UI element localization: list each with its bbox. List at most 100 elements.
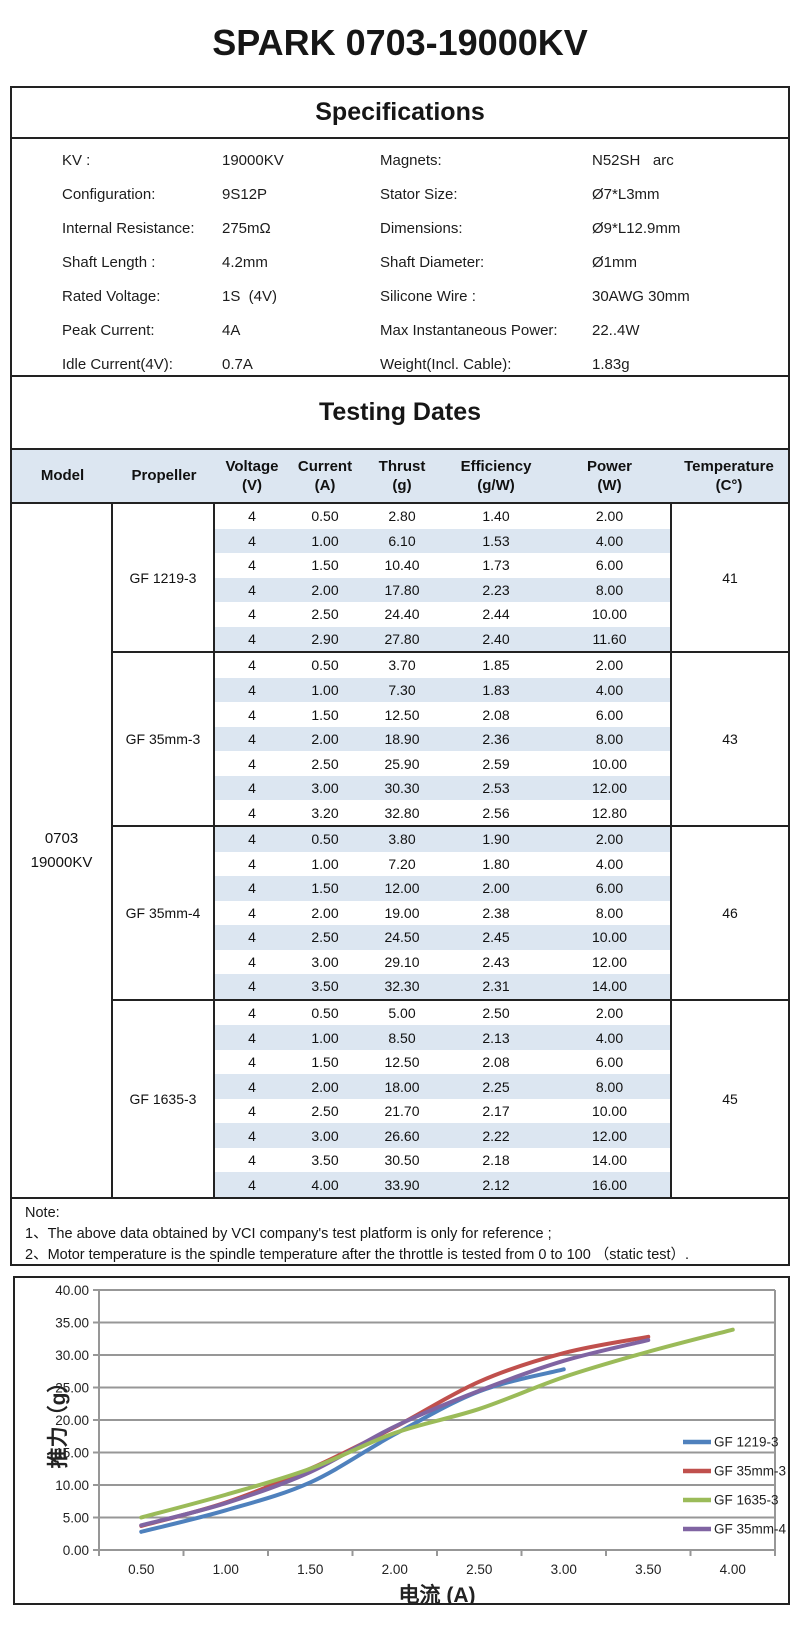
table-row: 4 3.50 30.50 2.18 14.00 <box>215 1148 670 1173</box>
table-cell: 8.00 <box>595 904 624 921</box>
spec-value: Ø9*L12.9mm <box>592 219 681 237</box>
table-cell: 29.10 <box>384 953 420 970</box>
note-line: 2、Motor temperature is the spindle tempe… <box>25 1247 690 1263</box>
table-cell: 4 <box>248 657 256 674</box>
table-row: 4 2.50 24.40 2.44 10.00 <box>215 602 670 627</box>
table-row: 4 2.00 18.90 2.36 8.00 <box>215 726 670 752</box>
table-row: 4 0.50 3.80 1.90 2.00 <box>215 826 670 852</box>
y-tick-label: 0.00 <box>63 1543 89 1558</box>
table-row: 4 1.00 6.10 1.53 4.00 <box>215 528 670 554</box>
table-cell: 6.00 <box>595 557 624 574</box>
x-tick-label: 3.00 <box>551 1562 577 1577</box>
table-row: 4 2.50 24.50 2.45 10.00 <box>215 925 670 950</box>
spec-label: Shaft Length : <box>62 253 156 271</box>
column-header: Efficiency (g/W) <box>443 450 549 502</box>
table-cell: 2.08 <box>482 1054 510 1071</box>
table-row: 4 1.50 12.50 2.08 6.00 <box>215 702 670 727</box>
table-cell: 3.00 <box>311 953 339 970</box>
table-cell: 12.50 <box>384 1054 420 1071</box>
table-cell: 1.00 <box>311 855 339 872</box>
table-cell: 12.00 <box>591 780 628 797</box>
note-section: Note: 1、The above data obtained by VCI c… <box>12 1197 788 1264</box>
table-cell: 1.50 <box>311 706 339 723</box>
column-name: Current <box>297 457 353 475</box>
table-row: 4 1.50 12.50 2.08 6.00 <box>215 1050 670 1075</box>
column-unit: (W) <box>597 477 622 494</box>
table-cell: 10.00 <box>591 929 628 946</box>
table-cell: 2.12 <box>482 1176 510 1193</box>
table-cell: 18.00 <box>384 1078 420 1095</box>
table-cell: 14.00 <box>591 1152 628 1169</box>
table-cell: 8.50 <box>388 1029 416 1046</box>
table-cell: 2.59 <box>482 755 510 772</box>
table-cell: 4.00 <box>595 532 624 549</box>
table-cell: 4 <box>248 755 256 772</box>
specifications-title: Specifications <box>12 88 788 139</box>
column-unit: (C°) <box>715 477 743 494</box>
table-cell: 3.70 <box>388 657 416 674</box>
x-tick-label: 1.00 <box>213 1562 239 1577</box>
spec-value: N52SH arc <box>592 151 674 169</box>
spec-value: 4A <box>222 321 241 339</box>
specifications-section: Specifications KV : 19000KV Magnets: N52SH … <box>10 86 790 375</box>
legend-label: GF 35mm-3 <box>714 1464 786 1479</box>
table-cell: 24.40 <box>384 606 420 623</box>
table-cell: 12.50 <box>384 706 420 723</box>
x-tick-label: 4.00 <box>720 1562 746 1577</box>
table-cell: 4 <box>248 831 256 848</box>
table-cell: 2.00 <box>311 731 339 748</box>
table-cell: 30.50 <box>384 1152 420 1169</box>
propeller-cell: GF 35mm-4 <box>113 826 215 999</box>
table-cell: 12.00 <box>384 880 420 897</box>
y-tick-label: 5.00 <box>63 1511 89 1526</box>
table-row: 4 1.50 10.40 1.73 6.00 <box>215 553 670 578</box>
table-cell: 12.00 <box>591 953 628 970</box>
spec-label: Rated Voltage: <box>62 287 161 305</box>
table-cell: 1.50 <box>311 557 339 574</box>
table-cell: 4 <box>248 855 256 872</box>
table-cell: 3.00 <box>311 1127 339 1144</box>
table-row: 4 3.20 32.80 2.56 12.80 <box>215 800 670 825</box>
table-cell: 10.00 <box>591 606 628 623</box>
column-name: Model <box>40 467 85 485</box>
table-cell: 2.36 <box>482 731 510 748</box>
table-cell: 4 <box>248 780 256 797</box>
table-row: 4 1.50 12.00 2.00 6.00 <box>215 876 670 901</box>
table-cell: 26.60 <box>384 1127 420 1144</box>
table-cell: 4 <box>248 1004 256 1021</box>
table-cell: 2.31 <box>482 978 510 995</box>
table-cell: 16.00 <box>591 1176 628 1193</box>
x-tick-label: 2.00 <box>382 1562 408 1577</box>
y-tick-label: 40.00 <box>55 1283 89 1298</box>
table-cell: 4 <box>248 1029 256 1046</box>
temperature-cell: 43 <box>670 653 788 825</box>
table-cell: 10.00 <box>591 1103 628 1120</box>
column-header: Thrust (g) <box>361 450 443 502</box>
table-cell: 2.00 <box>311 1078 339 1095</box>
table-cell: 2.44 <box>482 606 510 623</box>
table-cell: 2.90 <box>311 630 339 647</box>
spec-label: Configuration: <box>62 185 156 203</box>
table-body: 0703 19000KV GF 1219-3 4 0.50 2.80 1.40 2.00 4 1.… <box>12 504 788 1197</box>
spec-label: Weight(Incl. Cable): <box>380 355 512 373</box>
table-cell: 2.50 <box>311 606 339 623</box>
table-cell: 7.20 <box>388 855 416 872</box>
data-rows: 4 0.50 5.00 2.50 2.00 4 1.00 8.50 2.13 4.00 4 1.50 1… <box>215 1001 670 1197</box>
table-cell: 3.20 <box>311 804 339 821</box>
model-cell: 0703 19000KV <box>12 504 113 1197</box>
table-cell: 30.30 <box>384 780 420 797</box>
column-header: Current (A) <box>289 450 361 502</box>
table-cell: 12.00 <box>591 1127 628 1144</box>
table-cell: 11.60 <box>592 630 627 647</box>
table-cell: 2.00 <box>595 657 624 674</box>
table-cell: 1.00 <box>311 1029 339 1046</box>
table-cell: 2.50 <box>482 1004 510 1021</box>
spec-label: Idle Current(4V): <box>62 355 173 373</box>
testing-dates-section: Testing Dates Model Propeller Voltage (V) Cu… <box>10 375 790 1266</box>
table-cell: 2.80 <box>388 508 416 525</box>
table-row: 4 2.00 17.80 2.23 8.00 <box>215 577 670 603</box>
y-tick-label: 25.00 <box>55 1381 89 1396</box>
table-cell: 4 <box>248 1078 256 1095</box>
table-cell: 4 <box>248 731 256 748</box>
table-cell: 2.56 <box>482 804 510 821</box>
